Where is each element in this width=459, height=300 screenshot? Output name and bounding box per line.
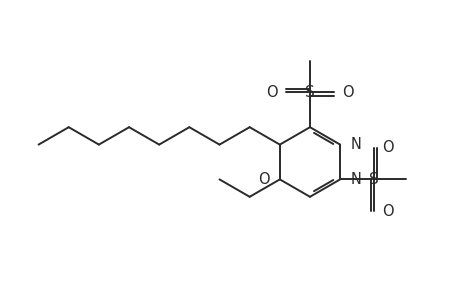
Text: S: S [368, 172, 378, 187]
Text: N: N [349, 137, 360, 152]
Text: O: O [265, 85, 277, 100]
Text: O: O [341, 85, 353, 100]
Text: O: O [381, 204, 392, 219]
Text: S: S [304, 85, 314, 100]
Text: O: O [257, 172, 269, 187]
Text: N: N [349, 172, 360, 187]
Text: O: O [381, 140, 392, 155]
